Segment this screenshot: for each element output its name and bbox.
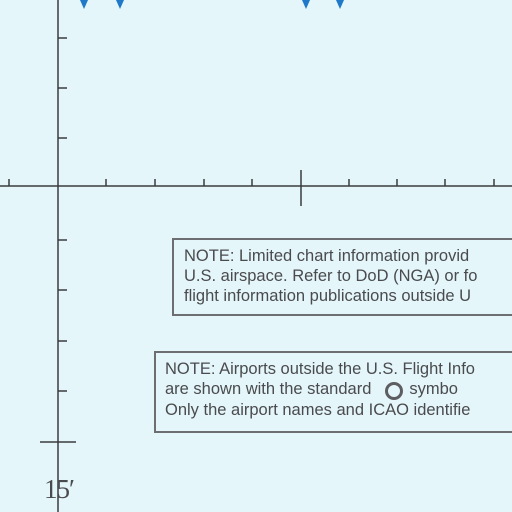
- airports-outside-note: NOTE: Airports outside the U.S. Flight I…: [154, 351, 512, 433]
- note-line: are shown with the standard symbo: [165, 379, 512, 400]
- note-text: are shown with the standard: [165, 380, 372, 398]
- note-text: symbo: [409, 380, 458, 398]
- airport-circle-icon: [385, 382, 404, 400]
- blue-lettering-fragment: [80, 0, 344, 9]
- graticule-minute-label: 15′: [44, 474, 75, 504]
- note-line: U.S. airspace. Refer to DoD (NGA) or fo: [184, 267, 478, 285]
- limited-chart-info-note: NOTE: Limited chart information provid U…: [172, 238, 512, 316]
- parallel-ticks: [8, 170, 495, 206]
- note-line: flight information publications outside …: [184, 287, 472, 305]
- note-line: NOTE: Limited chart information provid: [184, 247, 470, 265]
- note-line: NOTE: Airports outside the U.S. Flight I…: [165, 360, 475, 378]
- note-line: Only the airport names and ICAO identifi…: [165, 401, 471, 419]
- meridian-ticks: [40, 37, 76, 443]
